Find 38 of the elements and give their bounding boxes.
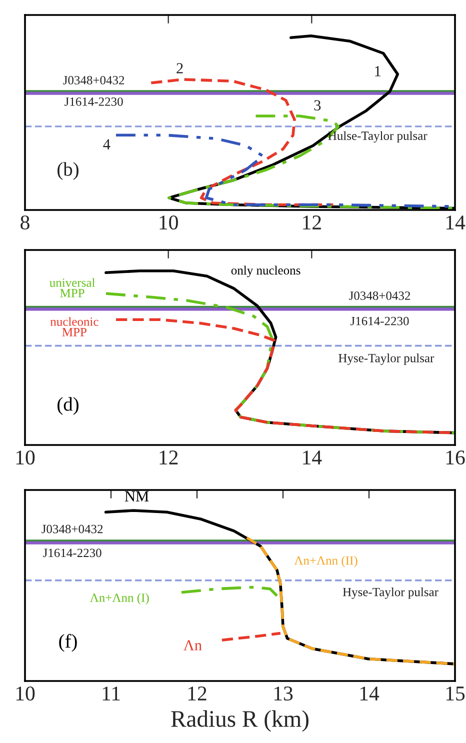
annotation: J1614-2230	[350, 316, 409, 326]
x-tick-label: 8	[20, 215, 30, 230]
x-axis-title: Radius R (km)	[171, 710, 308, 732]
annotation: Hyse-Taylor pulsar	[338, 354, 434, 365]
annotation: nucleonic MPP	[50, 317, 98, 336]
annotation: universal MPP	[50, 278, 95, 298]
annotation: 4	[103, 139, 110, 150]
annotation: J1614-2230	[64, 97, 123, 106]
annotation: Hulse-Taylor pulsar	[328, 131, 428, 143]
annotation: Hyse-Taylor pulsar	[342, 587, 438, 599]
x-tick-label: 12	[303, 216, 321, 230]
x-tick-label: 11	[102, 686, 120, 700]
annotation: J0348+0432	[42, 524, 103, 534]
annotation: Λn	[183, 640, 202, 650]
annotation: 1	[375, 66, 381, 76]
annotation: only nucleons	[231, 266, 300, 278]
x-tick-label: 16	[446, 450, 465, 465]
annotation: (d)	[58, 397, 78, 415]
x-tick-label: 10	[16, 450, 35, 465]
x-tick-label: 10	[16, 686, 35, 701]
x-tick-label: 12	[188, 686, 206, 700]
annotation: J0348+0432	[349, 291, 410, 300]
x-tick-label: 14	[303, 450, 322, 464]
annotation: 3	[314, 100, 321, 110]
annotation: Λn+Λnn (II)	[294, 556, 358, 568]
text: NM	[124, 491, 149, 502]
x-tick-label: 10	[160, 215, 178, 230]
x-tick-label: 14	[360, 686, 380, 700]
annotation: (f)	[59, 634, 77, 652]
x-tick-label: 14	[446, 216, 466, 230]
x-tick-label: 15	[446, 686, 465, 701]
annotation: (b)	[58, 162, 78, 180]
annotation: J1614-2230	[43, 548, 102, 558]
x-tick-label: 13	[274, 686, 293, 701]
x-tick-label: 12	[160, 450, 178, 464]
annotation: Λn+Λnn (I)	[90, 593, 149, 605]
annotation: J0348+0432	[63, 76, 124, 84]
annotation: 2	[176, 63, 183, 74]
